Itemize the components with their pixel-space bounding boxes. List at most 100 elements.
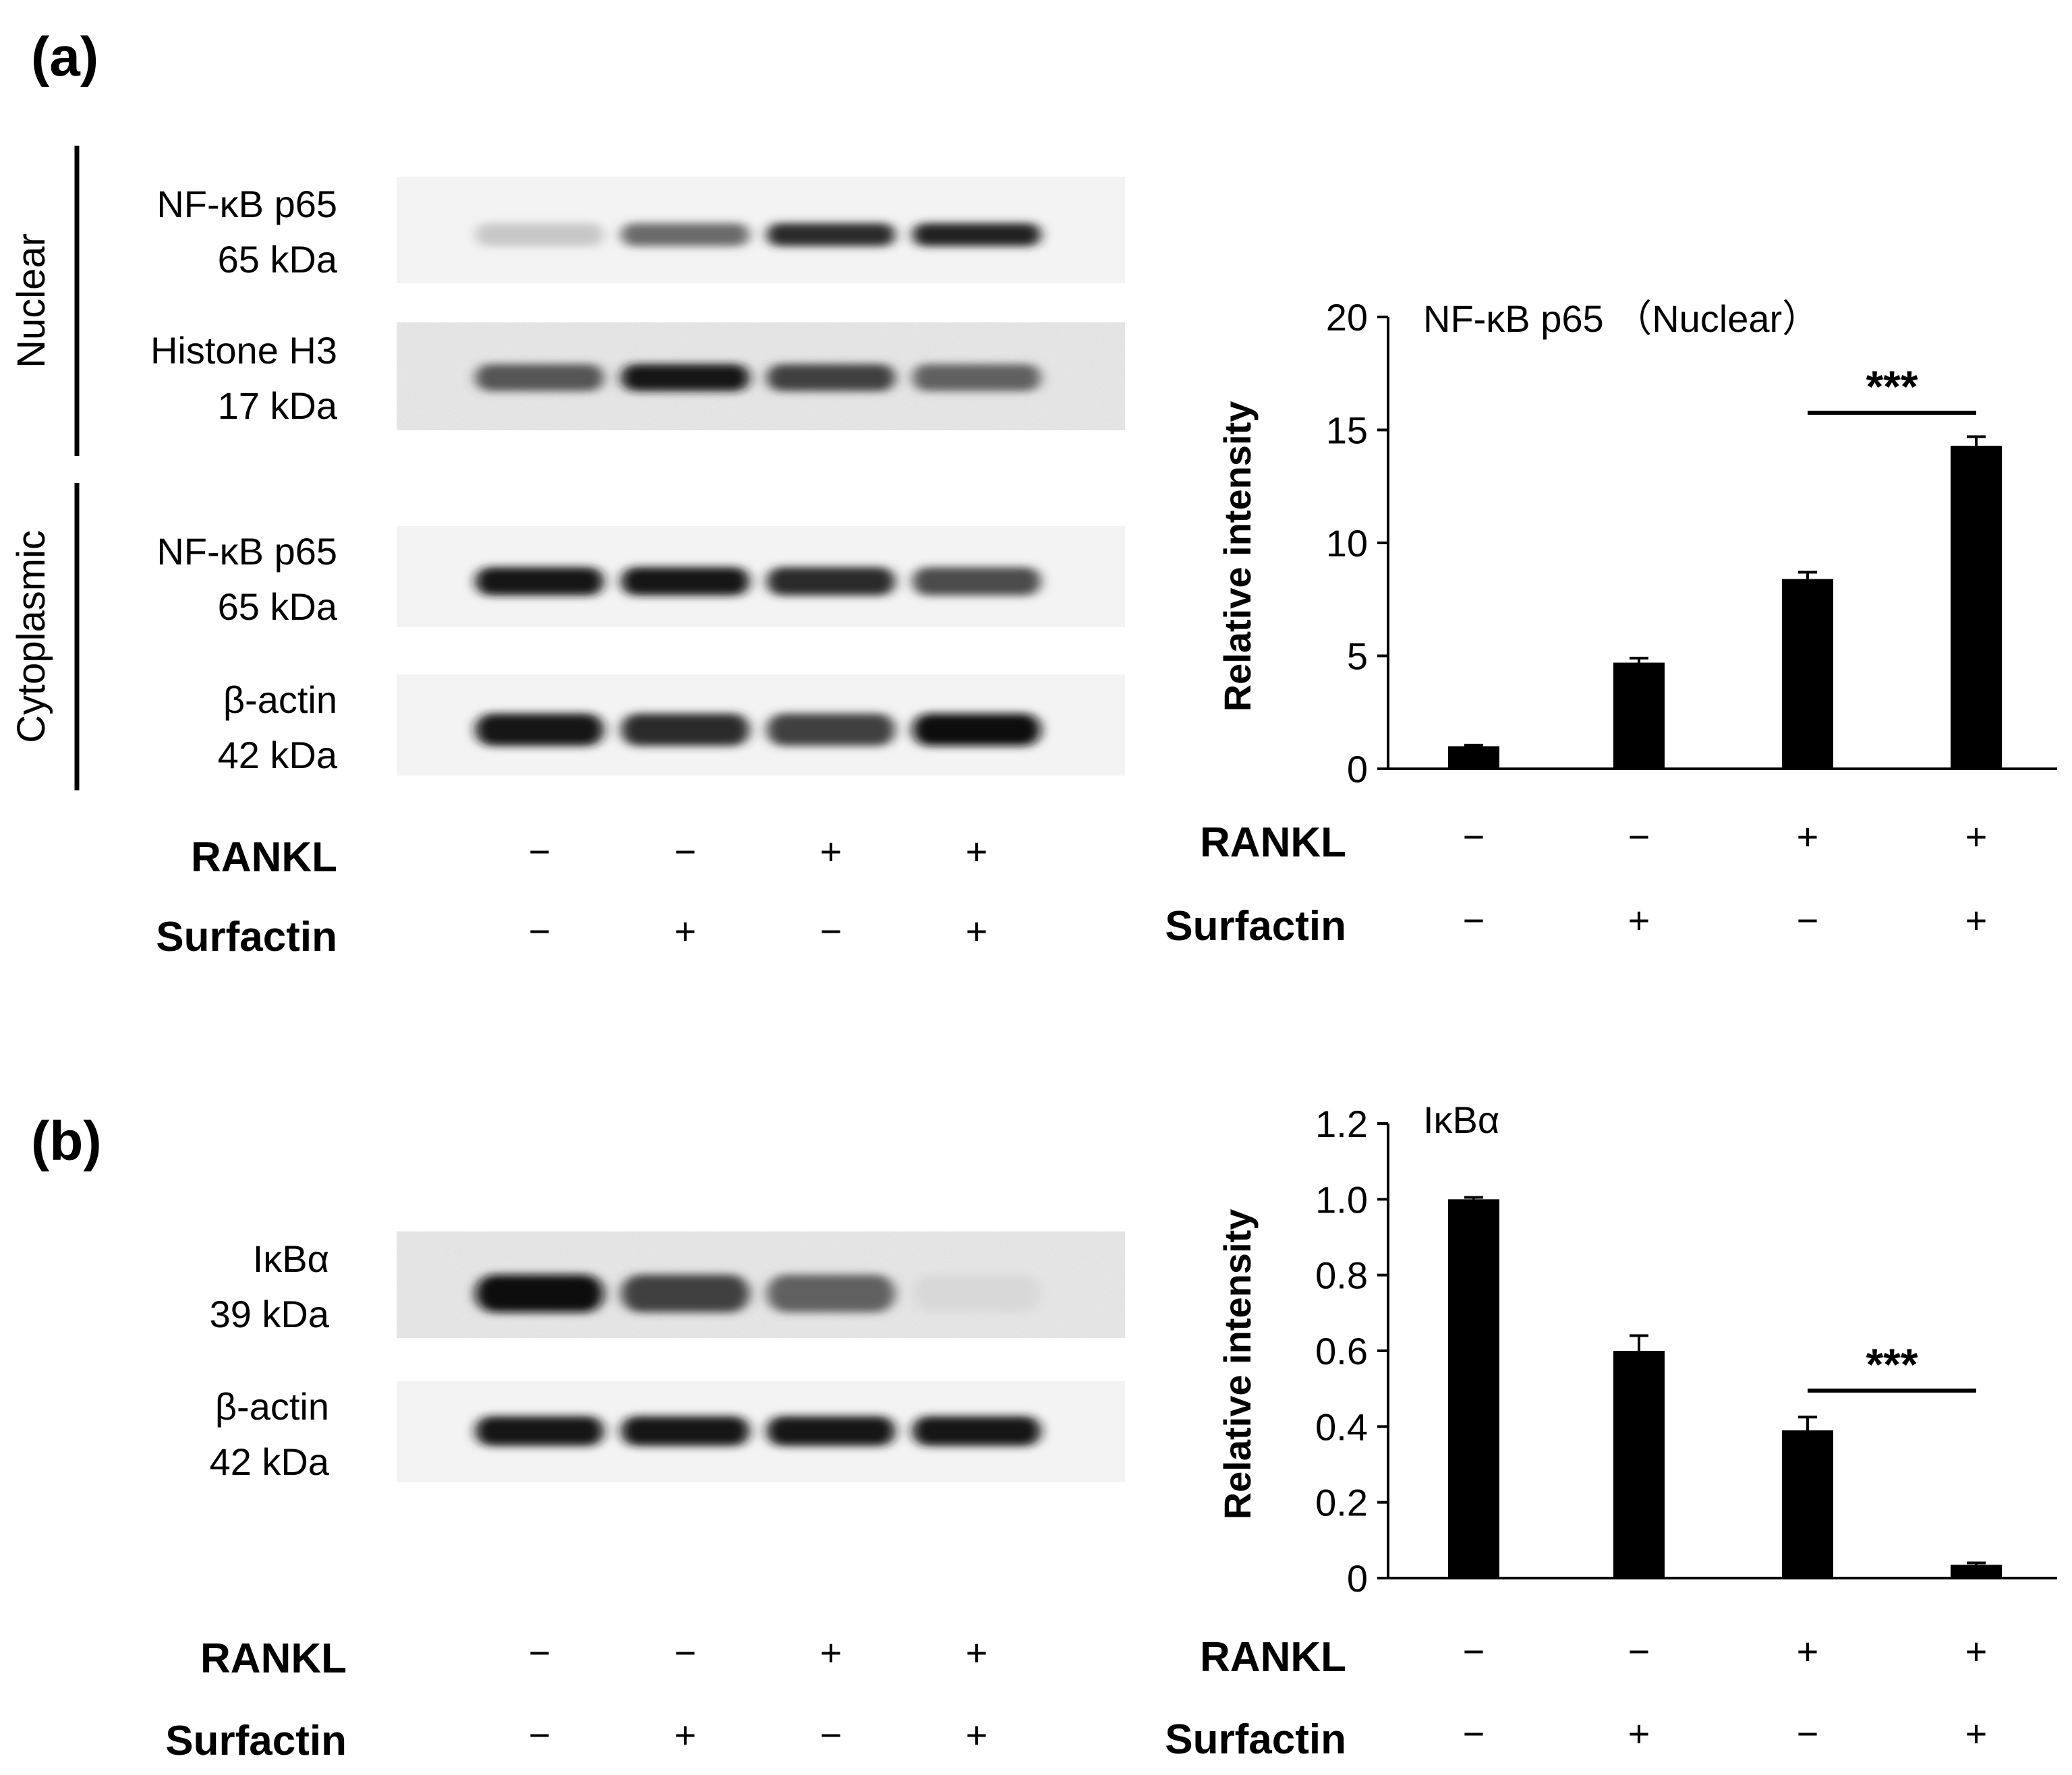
- blot-group: NF-κB p65 65 kDa Histone H3 17 kDa Nuclear: [9, 146, 1125, 456]
- blot-band: [913, 567, 1041, 595]
- western-blot-a: NF-κB p65 65 kDa Histone H3 17 kDa Nuclear NF…: [9, 146, 1125, 960]
- y-tick-label: 5: [1347, 635, 1368, 678]
- condition-sign: −: [529, 830, 551, 873]
- chart-title: IκBα: [1423, 1099, 1499, 1141]
- panel-label-a: (a): [31, 26, 98, 88]
- condition-label: Surfactin: [1165, 1716, 1346, 1763]
- blot-band: [476, 1275, 604, 1312]
- condition-sign: −: [529, 1631, 551, 1674]
- condition-label: RANKL: [200, 1635, 347, 1682]
- condition-sign: +: [1628, 899, 1650, 941]
- bar: [1613, 662, 1665, 769]
- condition-sign: −: [529, 1714, 551, 1756]
- protein-label: β-actin: [223, 678, 337, 721]
- condition-sign: −: [1797, 1712, 1819, 1755]
- y-tick-label: 0: [1347, 748, 1368, 790]
- group-label: Nuclear: [9, 233, 53, 368]
- bar-chart-b: 0 0.2 0.4 0.6 0.8 1.0 1.2 Relative intensity IκB…: [1165, 1099, 2057, 1763]
- protein-label: β-actin: [215, 1385, 329, 1428]
- condition-sign: −: [1463, 1630, 1485, 1672]
- blot-band: [913, 1416, 1041, 1446]
- condition-sign: −: [1628, 1630, 1650, 1672]
- y-tick-label: 15: [1326, 409, 1368, 452]
- condition-sign: +: [674, 910, 697, 952]
- condition-sign: +: [966, 1631, 988, 1674]
- condition-sign: +: [1628, 1712, 1650, 1755]
- bar: [1951, 1565, 2002, 1578]
- bar: [1782, 1430, 1833, 1578]
- group-label: Cytoplasmic: [9, 530, 53, 743]
- y-tick-label: 1.2: [1315, 1103, 1368, 1145]
- y-tick-label: 0.4: [1315, 1405, 1368, 1448]
- condition-sign: +: [966, 1714, 988, 1756]
- blot-strip: [397, 322, 1125, 430]
- condition-label: Surfactin: [165, 1718, 347, 1764]
- blot-band: [767, 1416, 895, 1446]
- condition-sign: +: [1965, 899, 1988, 941]
- blot-band: [476, 1416, 604, 1446]
- molecular-weight-label: 65 kDa: [218, 585, 338, 628]
- condition-sign: +: [966, 830, 988, 873]
- condition-sign: +: [1797, 815, 1819, 858]
- blot-strip: [397, 526, 1125, 627]
- molecular-weight-label: 39 kDa: [210, 1293, 330, 1335]
- bar: [1951, 445, 2002, 769]
- blot-band: [476, 364, 604, 391]
- western-blot-b: IκBα 39 kDa β-actin 42 kDa RANKL − − + + Surfacti…: [165, 1231, 1125, 1764]
- protein-label: IκBα: [253, 1238, 329, 1280]
- molecular-weight-label: 65 kDa: [218, 238, 338, 281]
- blot-band: [621, 1416, 749, 1446]
- blot-group: NF-κB p65 65 kDa β-actin 42 kDa Cytoplasmic: [9, 483, 1125, 790]
- blot-band: [767, 364, 895, 391]
- blot-strip: [397, 1381, 1125, 1482]
- blot-band: [476, 567, 604, 595]
- blot-band: [767, 714, 895, 746]
- y-tick-label: 0: [1347, 1557, 1368, 1600]
- condition-sign: +: [820, 1631, 842, 1674]
- molecular-weight-label: 42 kDa: [218, 734, 338, 776]
- protein-label: NF-κB p65: [156, 530, 337, 573]
- condition-sign: −: [1463, 899, 1485, 941]
- molecular-weight-label: 17 kDa: [218, 384, 338, 427]
- y-axis-label: Relative intensity: [1216, 401, 1259, 712]
- blot-band: [767, 567, 895, 595]
- y-tick-label: 10: [1326, 522, 1368, 564]
- blot-band: [913, 1275, 1041, 1312]
- condition-sign: +: [1797, 1630, 1819, 1672]
- blot-band: [913, 223, 1041, 246]
- bar: [1782, 579, 1833, 769]
- condition-sign: −: [529, 910, 551, 952]
- condition-sign: +: [674, 1714, 697, 1756]
- condition-label: RANKL: [1200, 1634, 1346, 1681]
- condition-sign: +: [1965, 1630, 1988, 1672]
- blot-band: [621, 223, 749, 246]
- bar: [1448, 746, 1499, 769]
- condition-sign: −: [1463, 815, 1485, 858]
- molecular-weight-label: 42 kDa: [210, 1441, 330, 1483]
- condition-sign: +: [966, 910, 988, 952]
- blot-band: [476, 223, 604, 246]
- condition-label: Surfactin: [156, 914, 337, 960]
- condition-sign: +: [820, 830, 842, 873]
- y-tick-label: 0.8: [1315, 1254, 1368, 1297]
- y-tick-label: 0.6: [1315, 1330, 1368, 1372]
- y-tick-label: 20: [1326, 296, 1368, 339]
- condition-sign: −: [820, 910, 842, 952]
- blot-band: [621, 1275, 749, 1312]
- bar-chart-a: 0 5 10 15 20 Relative intensity NF-κB p65 （Nuc…: [1165, 296, 2057, 950]
- blot-band: [767, 1275, 895, 1312]
- condition-label: Surfactin: [1165, 903, 1346, 950]
- blot-band: [476, 714, 604, 746]
- condition-label: RANKL: [1200, 819, 1346, 866]
- condition-sign: −: [1628, 815, 1650, 858]
- panel-label-b: (b): [31, 1111, 102, 1172]
- condition-sign: −: [1463, 1712, 1485, 1755]
- significance-label: ***: [1866, 361, 1918, 411]
- blot-band: [767, 223, 895, 246]
- blot-band: [913, 714, 1041, 746]
- condition-sign: −: [674, 830, 697, 873]
- protein-label: Histone H3: [150, 329, 337, 372]
- condition-label: RANKL: [191, 834, 337, 881]
- blot-group: IκBα 39 kDa β-actin 42 kDa: [210, 1231, 1125, 1483]
- condition-sign: −: [820, 1714, 842, 1756]
